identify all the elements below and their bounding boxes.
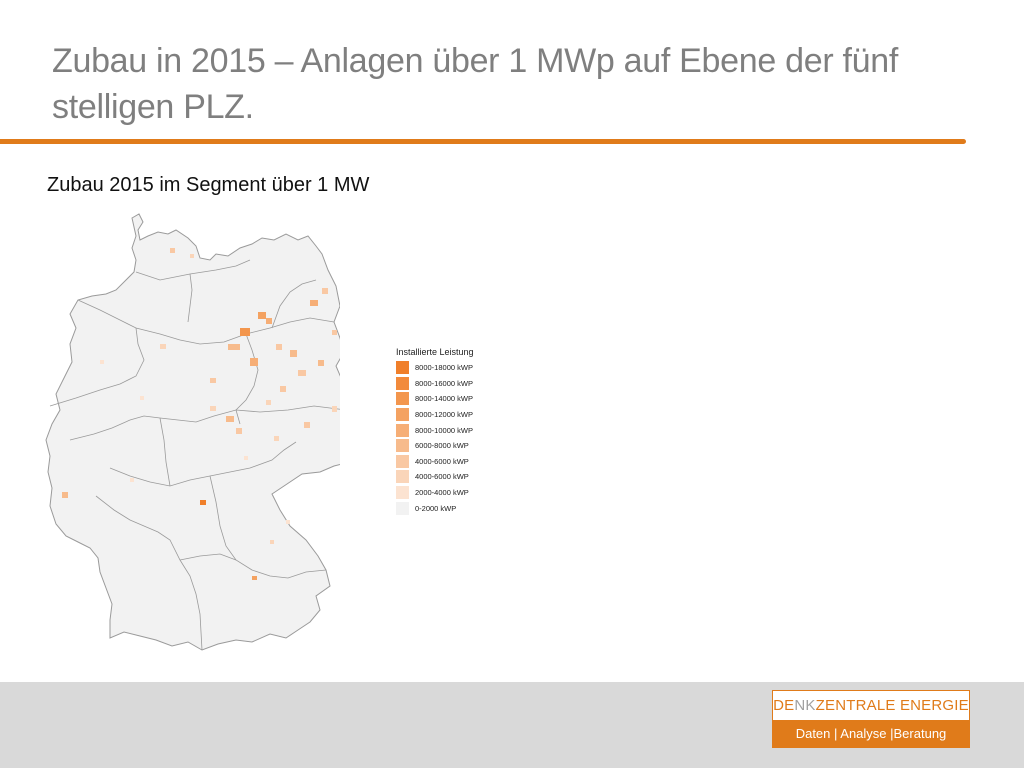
legend-swatch — [396, 423, 409, 437]
legend-swatch — [396, 392, 409, 406]
legend-title: Installierte Leistung — [396, 347, 474, 357]
legend-swatch — [396, 470, 409, 484]
legend-item: 4000-6000 kWP — [396, 469, 474, 485]
legend-item: 0-2000 kWP — [396, 500, 474, 516]
legend-item: 8000-18000 kWP — [396, 360, 474, 376]
legend-item: 8000-14000 kWP — [396, 391, 474, 407]
logo-part-zentrale: ZENTRALE ENERGIE — [815, 697, 969, 714]
legend-label: 8000-12000 kWP — [415, 410, 473, 420]
legend-swatch — [396, 361, 409, 375]
map-legend: Installierte Leistung 8000-18000 kWP 8000… — [396, 347, 474, 516]
title-divider — [0, 139, 966, 144]
legend-item: 2000-4000 kWP — [396, 485, 474, 501]
logo-part-nk: NK — [794, 697, 816, 714]
legend-label: 4000-6000 kWP — [415, 472, 469, 482]
legend-item: 8000-10000 kWP — [396, 422, 474, 438]
legend-label: 8000-16000 kWP — [415, 378, 473, 388]
state-borders — [49, 259, 340, 651]
legend-label: 4000-6000 kWP — [415, 456, 469, 466]
logo-tagline: Daten | Analyse |Beratung — [773, 720, 969, 747]
legend-swatch — [396, 501, 409, 515]
company-logo: DENKZENTRALE ENERGIE Daten | Analyse |Be… — [772, 690, 970, 748]
legend-swatch — [396, 376, 409, 390]
legend-label: 8000-18000 kWP — [415, 363, 473, 373]
legend-label: 8000-14000 kWP — [415, 394, 473, 404]
legend-label: 2000-4000 kWP — [415, 488, 469, 498]
legend-label: 6000-8000 kWP — [415, 441, 469, 451]
plz-highlights — [62, 248, 337, 580]
legend-label: 8000-10000 kWP — [415, 425, 473, 435]
legend-swatch — [396, 439, 409, 453]
slide-title: Zubau in 2015 – Anlagen über 1 MWp auf E… — [52, 42, 899, 126]
legend-item: 6000-8000 kWP — [396, 438, 474, 454]
logo-wordmark: DENKZENTRALE ENERGIE — [773, 691, 969, 721]
legend-swatch — [396, 454, 409, 468]
legend-swatch — [396, 486, 409, 500]
legend-swatch — [396, 408, 409, 422]
legend-item: 8000-16000 kWP — [396, 376, 474, 392]
map-subtitle: Zubau 2015 im Segment über 1 MW — [47, 174, 370, 196]
logo-part-de: DE — [773, 697, 795, 714]
legend-label: 0-2000 kWP — [415, 503, 457, 513]
legend-item: 4000-6000 kWP — [396, 454, 474, 470]
germany-map — [45, 213, 340, 651]
legend-items: 8000-18000 kWP 8000-16000 kWP 8000-14000 k… — [396, 360, 474, 516]
legend-item: 8000-12000 kWP — [396, 407, 474, 423]
